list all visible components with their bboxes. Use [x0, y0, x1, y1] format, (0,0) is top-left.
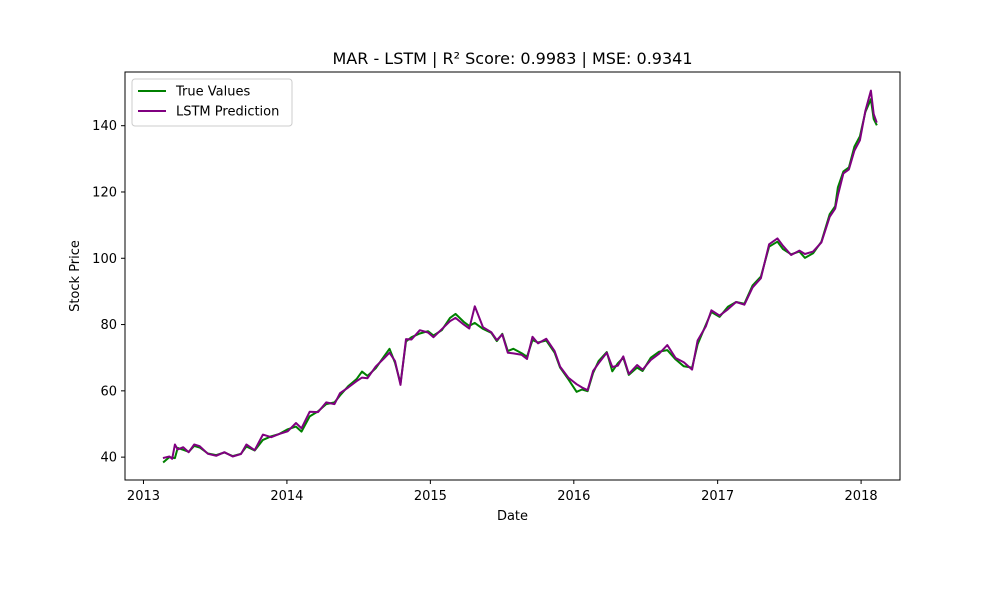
x-tick-label: 2014 [270, 489, 303, 504]
series-line-lstm-prediction [162, 89, 878, 460]
plot-frame [124, 71, 901, 481]
plot-area [125, 72, 900, 480]
x-tick-label: 2018 [845, 489, 878, 504]
legend-box [131, 78, 293, 127]
series-layer [162, 89, 878, 464]
legend-label-true-values: True Values [175, 85, 250, 100]
x-axis: 2013 2014 2015 2016 2017 2018 [127, 480, 878, 504]
legend: True Values LSTM Prediction [131, 78, 293, 127]
y-tick-label: 100 [92, 252, 117, 267]
y-tick-label: 120 [92, 185, 117, 200]
x-tick-label: 2013 [127, 489, 160, 504]
y-axis-label: Stock Price [68, 240, 83, 312]
x-tick-label: 2017 [701, 489, 734, 504]
legend-label-lstm-prediction: LSTM Prediction [176, 105, 279, 120]
chart-title: MAR - LSTM | R² Score: 0.9983 | MSE: 0.9… [332, 49, 692, 68]
x-axis-label: Date [497, 509, 528, 524]
y-tick-label: 60 [100, 384, 117, 399]
y-tick-label: 80 [100, 318, 117, 333]
x-tick-label: 2015 [414, 489, 447, 504]
y-tick-label: 40 [100, 451, 117, 466]
y-tick-label: 140 [92, 119, 117, 134]
x-tick-label: 2016 [557, 489, 590, 504]
y-axis: 40 60 80 100 120 140 [92, 119, 125, 466]
